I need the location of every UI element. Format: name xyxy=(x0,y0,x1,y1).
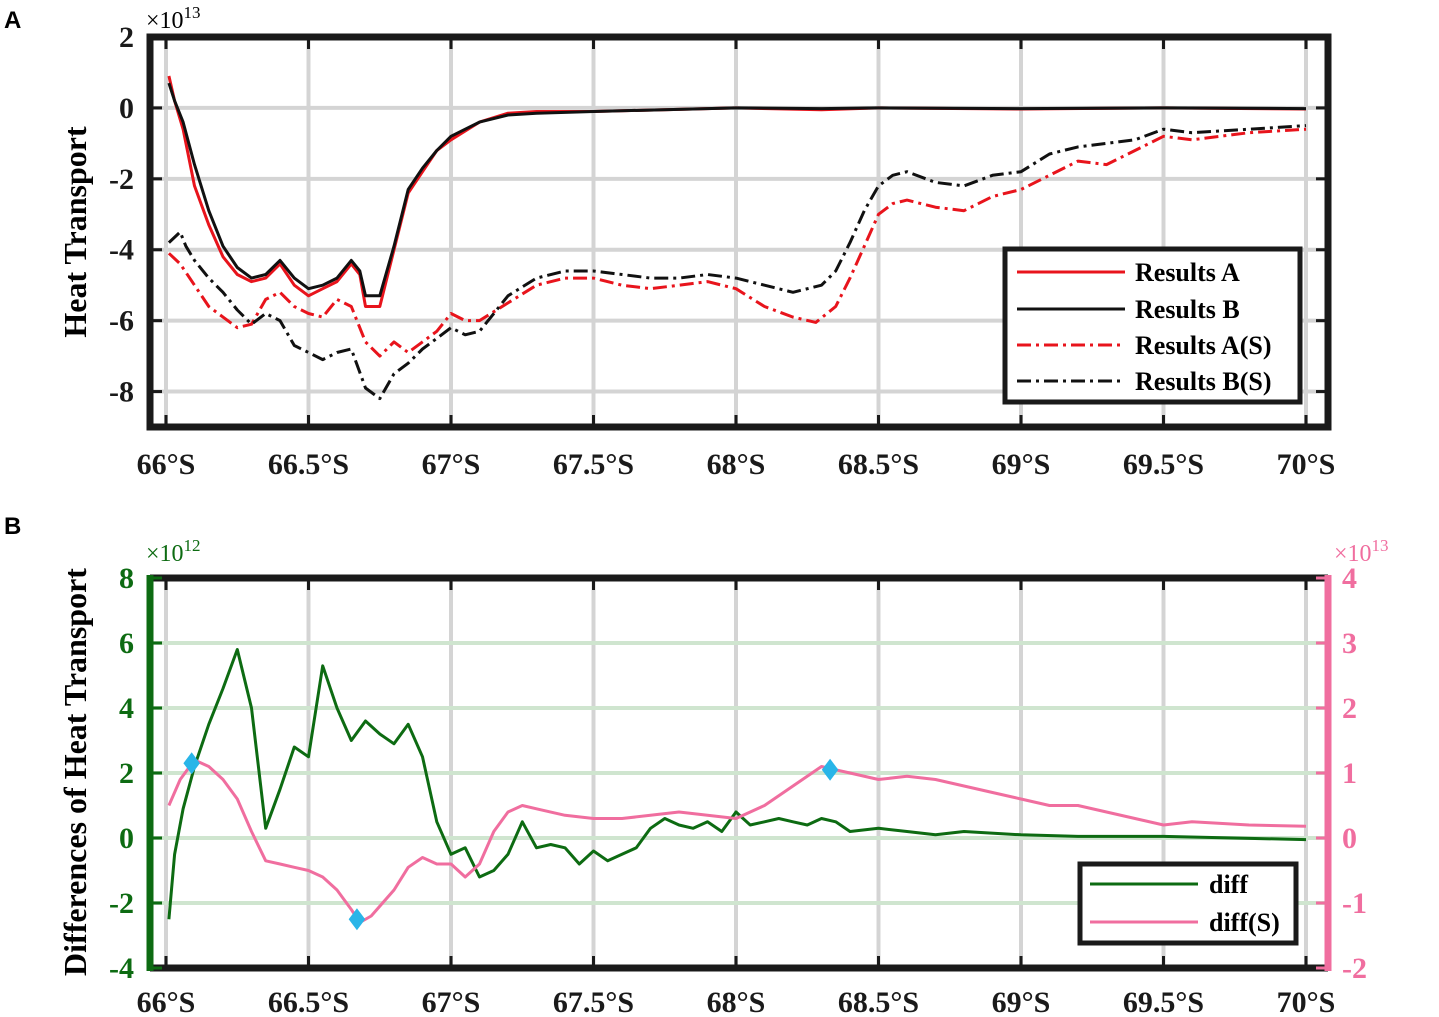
panel-b-y-exponent-base: ×10 xyxy=(146,541,184,567)
panel-a-x-tick-label: 66°S xyxy=(137,448,196,481)
panel-b-y2-exponent-base: ×10 xyxy=(1334,541,1372,567)
series-line-results-b xyxy=(167,82,1307,298)
panel-a-y-tick-label: -6 xyxy=(109,305,134,338)
panel-b-y2-tick-label: 2 xyxy=(1342,692,1357,725)
legend-results-b-label: Results B xyxy=(1135,295,1240,324)
panel-a-lines xyxy=(167,75,1307,401)
panel-b-y2-tick-label: 1 xyxy=(1342,757,1357,790)
panel-a-x-tick-label: 70°S xyxy=(1277,448,1336,481)
panel-b-y2-tick-label: -2 xyxy=(1342,952,1367,985)
panel-a-y-tick-label: -8 xyxy=(109,376,134,409)
panel-a-legend: Results A Results B Results A(S) Results… xyxy=(1002,246,1303,405)
panel-b-x-tick-label: 67°S xyxy=(422,986,481,1017)
panel-b-differences: B 66°S 66.5°S 67°S 67.5°S 68°S 68.5°S 69°S 69.5… xyxy=(4,513,1389,1017)
panel-b-y-exponent-power: 12 xyxy=(184,536,201,555)
panel-a-heat-transport: A 66°S 66.5°S 67°S 67.5°S 68°S 68.5°S 69°S 69.5… xyxy=(4,3,1335,481)
panel-b-lines xyxy=(167,648,1307,924)
panel-b-y-tick-label: 4 xyxy=(119,692,134,725)
legend-diff-s-label: diff(S) xyxy=(1209,908,1280,937)
panel-b-legend: diff diff(S) xyxy=(1077,861,1299,946)
panel-b-y-tick-label: 6 xyxy=(119,627,134,660)
panel-b-y-axis-title: Differences of Heat Transport xyxy=(57,568,93,976)
panel-b-x-tick-label: 70°S xyxy=(1277,986,1336,1017)
panel-b-x-tick-label: 69.5°S xyxy=(1123,986,1204,1017)
panel-a-x-tick-label: 68.5°S xyxy=(838,448,919,481)
panel-b-markers xyxy=(183,752,839,931)
panel-b-y-exponent: ×1012 xyxy=(146,536,201,567)
panel-b-x-tick-label: 68°S xyxy=(707,986,766,1017)
panel-a-x-tick-label: 69°S xyxy=(992,448,1051,481)
legend-diff-label: diff xyxy=(1209,870,1248,899)
panel-b-ticks: 66°S 66.5°S 67°S 67.5°S 68°S 68.5°S 69°S 69.5°S… xyxy=(109,562,1367,1017)
series-line-results-b-s xyxy=(167,124,1307,401)
panel-b-y-tick-label: 0 xyxy=(119,822,134,855)
panel-b-y2-exponent-power: 13 xyxy=(1372,536,1389,555)
panel-a-x-tick-label: 69.5°S xyxy=(1123,448,1204,481)
panel-b-legend-box xyxy=(1077,861,1299,946)
panel-a-legend-box xyxy=(1002,246,1303,405)
series-line-diff xyxy=(167,648,1307,920)
panel-b-y2-tick-label: 0 xyxy=(1342,822,1357,855)
panel-b-y2-tick-label: 3 xyxy=(1342,627,1357,660)
diamond-marker xyxy=(348,908,366,931)
panel-a-x-tick-label: 66.5°S xyxy=(268,448,349,481)
panel-a-y-exponent-power: 13 xyxy=(184,3,201,22)
panel-a-y-tick-label: -2 xyxy=(109,163,134,196)
panel-b-y2-tick-label: 4 xyxy=(1342,562,1357,595)
panel-a-x-tick-label: 67°S xyxy=(422,448,481,481)
series-line-diff-s xyxy=(167,758,1307,924)
panel-b-label: B xyxy=(4,513,21,540)
panel-b-y-tick-label: 2 xyxy=(119,757,134,790)
panel-a-label: A xyxy=(4,7,21,34)
legend-results-a-label: Results A xyxy=(1135,258,1240,287)
diamond-marker xyxy=(183,752,200,775)
panel-b-x-tick-label: 66.5°S xyxy=(268,986,349,1017)
panel-a-ticks: 66°S 66.5°S 67°S 67.5°S 68°S 68.5°S 69°S 69.5°S… xyxy=(109,21,1335,481)
panel-b-y2-exponent: ×1013 xyxy=(1334,536,1389,567)
panel-b-y-tick-label: -2 xyxy=(109,887,134,920)
panel-a-x-tick-label: 67.5°S xyxy=(553,448,634,481)
panel-b-x-tick-label: 68.5°S xyxy=(838,986,919,1017)
panel-a-y-tick-label: -4 xyxy=(109,234,134,267)
series-line-results-a-s xyxy=(167,127,1307,358)
panel-b-x-tick-label: 66°S xyxy=(137,986,196,1017)
panel-b-x-tick-label: 67.5°S xyxy=(553,986,634,1017)
panel-b-y-tick-label: -4 xyxy=(109,952,134,985)
legend-results-a-s-label: Results A(S) xyxy=(1135,331,1272,360)
panel-b-y-tick-label: 8 xyxy=(119,562,134,595)
panel-a-x-tick-label: 68°S xyxy=(707,448,766,481)
panel-b-y2-tick-label: -1 xyxy=(1342,887,1367,920)
diamond-marker xyxy=(821,758,839,781)
panel-a-y-exponent-base: ×10 xyxy=(146,8,184,34)
panel-a-y-tick-label: 2 xyxy=(119,21,134,54)
panel-a-y-exponent: ×1013 xyxy=(146,3,201,34)
panel-a-y-tick-label: 0 xyxy=(119,92,134,125)
panel-a-y-axis-title: Heat Transport xyxy=(57,126,93,338)
panel-a-frame xyxy=(146,33,1332,431)
panel-b-x-tick-label: 69°S xyxy=(992,986,1051,1017)
legend-results-b-s-label: Results B(S) xyxy=(1135,367,1272,396)
